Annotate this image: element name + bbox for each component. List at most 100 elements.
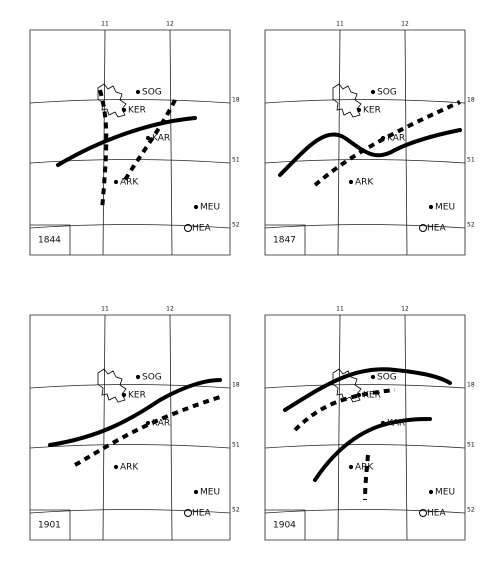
station-dot xyxy=(380,135,386,141)
station-label: MEU xyxy=(435,203,455,213)
station-label: KER xyxy=(363,106,381,116)
grid-label: 12 xyxy=(166,306,174,313)
map-frame xyxy=(29,314,231,541)
isoline-dashed xyxy=(313,100,461,187)
station-label: ARK xyxy=(120,463,139,473)
station-dot xyxy=(370,374,376,380)
station-dot xyxy=(356,107,362,113)
map-frame xyxy=(264,314,466,541)
station-label: ARK xyxy=(355,178,374,188)
map-panel: 11 12 18 51 52 SOG KER KAR ARK MEU HEA 1844 xyxy=(29,21,240,256)
station-label: ARK xyxy=(120,178,139,188)
station-dot xyxy=(348,179,354,185)
grid-label: 51 xyxy=(232,442,240,449)
station-dot xyxy=(184,509,192,517)
station-label: HEA xyxy=(192,509,211,519)
station-label: KAR xyxy=(152,419,170,429)
isoline-solid xyxy=(278,128,462,177)
isoline-dashed xyxy=(74,395,221,467)
grid-label: 18 xyxy=(232,97,240,104)
parallel xyxy=(264,444,466,449)
station-dot xyxy=(193,204,199,210)
station-dot xyxy=(419,509,427,517)
parallel xyxy=(264,509,466,514)
meridian xyxy=(102,314,106,541)
map-frame xyxy=(29,29,231,256)
isoline-solid xyxy=(313,417,432,482)
parallel xyxy=(29,224,231,229)
map-panel: 11 12 18 51 52 SOG KER KAR ARK MEU HEA 1901 xyxy=(29,306,240,541)
grid-label: 51 xyxy=(467,442,475,449)
parallel xyxy=(264,159,466,164)
station-label: SOG xyxy=(142,88,162,98)
station-label: MEU xyxy=(200,203,220,213)
station-label: MEU xyxy=(200,488,220,498)
meridian xyxy=(169,29,173,256)
station-label: HEA xyxy=(427,224,446,234)
station-dot xyxy=(428,204,434,210)
panel-year: 1904 xyxy=(273,521,296,531)
isoline-dashed xyxy=(123,99,177,182)
meridian xyxy=(404,29,408,256)
station-dot xyxy=(184,224,192,232)
station-label: KER xyxy=(363,391,381,401)
isoline-dashed xyxy=(293,388,396,432)
grid-label: 18 xyxy=(467,382,475,389)
station-dot xyxy=(348,464,354,470)
grid-label: 18 xyxy=(232,382,240,389)
grid-label: 11 xyxy=(101,21,109,28)
station-label: SOG xyxy=(377,88,397,98)
station-dot xyxy=(113,464,119,470)
station-label: KAR xyxy=(387,419,405,429)
panel-year: 1901 xyxy=(38,521,61,531)
grid-label: 11 xyxy=(336,21,344,28)
grid-label: 52 xyxy=(467,507,475,514)
parallel xyxy=(29,99,231,104)
year-box xyxy=(265,509,306,540)
meridian xyxy=(337,314,341,541)
station-dot xyxy=(193,489,199,495)
grid-label: 18 xyxy=(467,97,475,104)
meridian xyxy=(404,314,408,541)
map-panel: 11 12 18 51 52 SOG KER KAR ARK MEU HEA 1904 xyxy=(264,306,475,541)
parallel xyxy=(264,99,466,104)
station-dot xyxy=(121,392,127,398)
parallel xyxy=(264,224,466,229)
map-frame xyxy=(264,29,466,256)
year-box xyxy=(30,224,71,255)
grid-label: 12 xyxy=(401,21,409,28)
isoline-dashed xyxy=(98,89,109,211)
parallel xyxy=(29,444,231,449)
grid-label: 12 xyxy=(166,21,174,28)
station-label: SOG xyxy=(142,373,162,383)
panel-year: 1847 xyxy=(273,236,296,246)
meridian xyxy=(337,29,341,256)
grid-label: 51 xyxy=(232,157,240,164)
station-label: KER xyxy=(128,391,146,401)
station-label: SOG xyxy=(377,373,397,383)
panel-year: 1844 xyxy=(38,236,61,246)
isoline-dashed xyxy=(363,454,370,501)
parallel xyxy=(264,384,466,389)
isoline-solid xyxy=(56,116,197,167)
map-panel: 11 12 18 51 52 SOG KER KAR ARK MEU HEA 1847 xyxy=(264,21,475,256)
station-dot xyxy=(145,135,151,141)
station-label: KAR xyxy=(387,134,405,144)
station-dot xyxy=(145,420,151,426)
station-dot xyxy=(135,89,141,95)
grid-label: 11 xyxy=(336,306,344,313)
isoline-solid xyxy=(283,367,452,412)
year-box xyxy=(30,509,71,540)
station-label: ARK xyxy=(355,463,374,473)
grid-label: 12 xyxy=(401,306,409,313)
grid-label: 51 xyxy=(467,157,475,164)
parallel xyxy=(29,159,231,164)
meridian xyxy=(169,314,173,541)
station-dot xyxy=(113,179,119,185)
station-dot xyxy=(419,224,427,232)
station-dot xyxy=(356,392,362,398)
island xyxy=(97,368,127,403)
year-box xyxy=(265,224,306,255)
parallel xyxy=(29,384,231,389)
